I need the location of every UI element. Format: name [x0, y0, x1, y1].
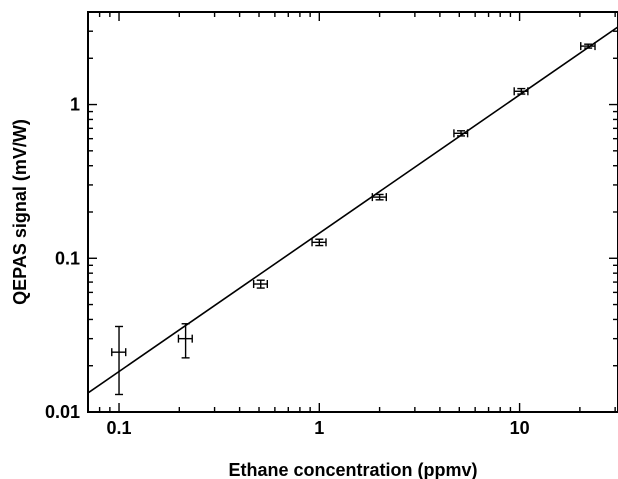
data-point [177, 323, 193, 359]
data-point [453, 129, 469, 138]
data-point [252, 279, 269, 289]
data-point [371, 193, 387, 202]
data-point [111, 325, 127, 396]
y-tick-label: 0.1 [55, 248, 80, 268]
y-axis-label: QEPAS signal (mV/W) [10, 119, 30, 305]
fit-line [87, 26, 618, 394]
y-tick-label: 0.01 [45, 402, 80, 422]
data-point [513, 87, 529, 96]
plot-frame [87, 11, 618, 413]
y-tick-label: 1 [70, 95, 80, 115]
data-point [580, 42, 596, 51]
data-point [311, 238, 327, 247]
x-tick-label: 10 [510, 418, 530, 438]
x-tick-label: 0.1 [107, 418, 132, 438]
x-axis-label: Ethane concentration (ppmv) [228, 460, 477, 479]
x-tick-label: 1 [314, 418, 324, 438]
